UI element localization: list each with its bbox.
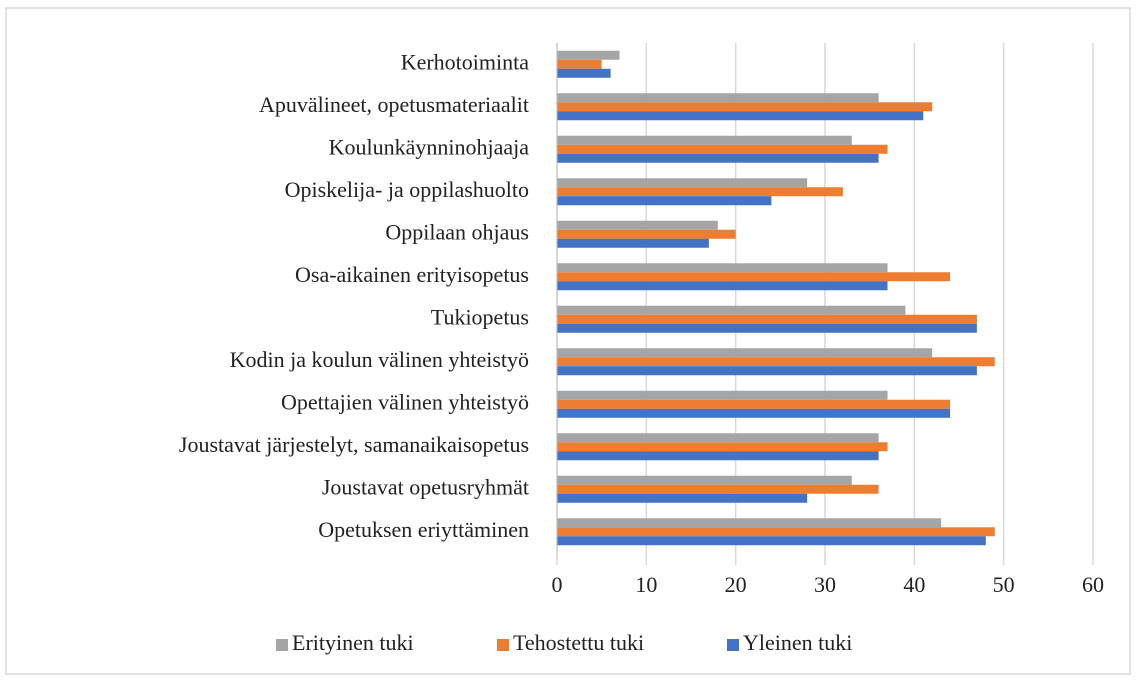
bar: [557, 229, 736, 239]
bar: [557, 366, 977, 376]
y-tick-label: Joustavat opetusryhmät: [322, 474, 529, 499]
y-tick-label: Opetuksen eriyttäminen: [318, 517, 529, 542]
x-tick-label: 30: [814, 572, 836, 597]
bar: [557, 484, 879, 494]
legend-swatch: [497, 639, 509, 651]
bar: [557, 187, 843, 197]
bar: [557, 220, 718, 230]
y-tick-label: Kodin ja koulun välinen yhteistyö: [230, 347, 529, 372]
bar: [557, 93, 879, 103]
legend-label: Yleinen tuki: [743, 630, 852, 655]
y-tick-label: Opiskelija- ja oppilashuolto: [285, 177, 529, 202]
bar: [557, 527, 995, 537]
bar: [557, 135, 852, 145]
legend-label: Tehostettu tuki: [513, 630, 644, 655]
bar: [557, 111, 924, 121]
bar: [557, 153, 879, 163]
bar: [557, 68, 611, 78]
bar: [557, 399, 951, 409]
y-tick-label: Joustavat järjestelyt, samanaikaisopetus: [179, 432, 529, 457]
bar: [557, 451, 879, 461]
x-tick-label: 40: [903, 572, 925, 597]
y-tick-label: Apuvälineet, opetusmateriaalit: [259, 92, 529, 117]
bar: [557, 238, 709, 248]
bar: [557, 102, 933, 112]
bar: [557, 314, 977, 324]
y-tick-label: Osa-aikainen erityisopetus: [295, 262, 529, 287]
y-tick-label: Kerhotoiminta: [401, 49, 530, 74]
bar: [557, 433, 879, 443]
y-tick-label: Tukiopetus: [431, 304, 529, 329]
y-tick-label: Oppilaan ohjaus: [385, 219, 529, 244]
bar: [557, 475, 852, 485]
bar: [557, 178, 808, 188]
x-tick-label: 0: [552, 572, 563, 597]
legend-swatch: [727, 639, 739, 651]
x-tick-label: 10: [635, 572, 657, 597]
bar: [557, 144, 888, 154]
bar: [557, 305, 906, 315]
bar: [557, 281, 888, 291]
bar: [557, 493, 808, 503]
y-tick-label: Koulunkäynninohjaaja: [329, 134, 530, 159]
bar: [557, 263, 888, 273]
bar: [557, 196, 772, 206]
bar: [557, 536, 986, 546]
y-tick-label: Opettajien välinen yhteistyö: [281, 389, 529, 414]
bar: [557, 50, 620, 60]
bar: [557, 272, 951, 282]
legend-label: Erityinen tuki: [292, 630, 414, 655]
x-tick-label: 60: [1082, 572, 1104, 597]
bar: [557, 390, 888, 400]
x-tick-label: 20: [725, 572, 747, 597]
bar: [557, 59, 602, 69]
bar: [557, 323, 977, 333]
x-tick-label: 50: [993, 572, 1015, 597]
bar: [557, 442, 888, 452]
legend-swatch: [276, 639, 288, 651]
bar: [557, 518, 942, 528]
bar: [557, 357, 995, 367]
bar: [557, 408, 951, 418]
bar: [557, 348, 933, 358]
